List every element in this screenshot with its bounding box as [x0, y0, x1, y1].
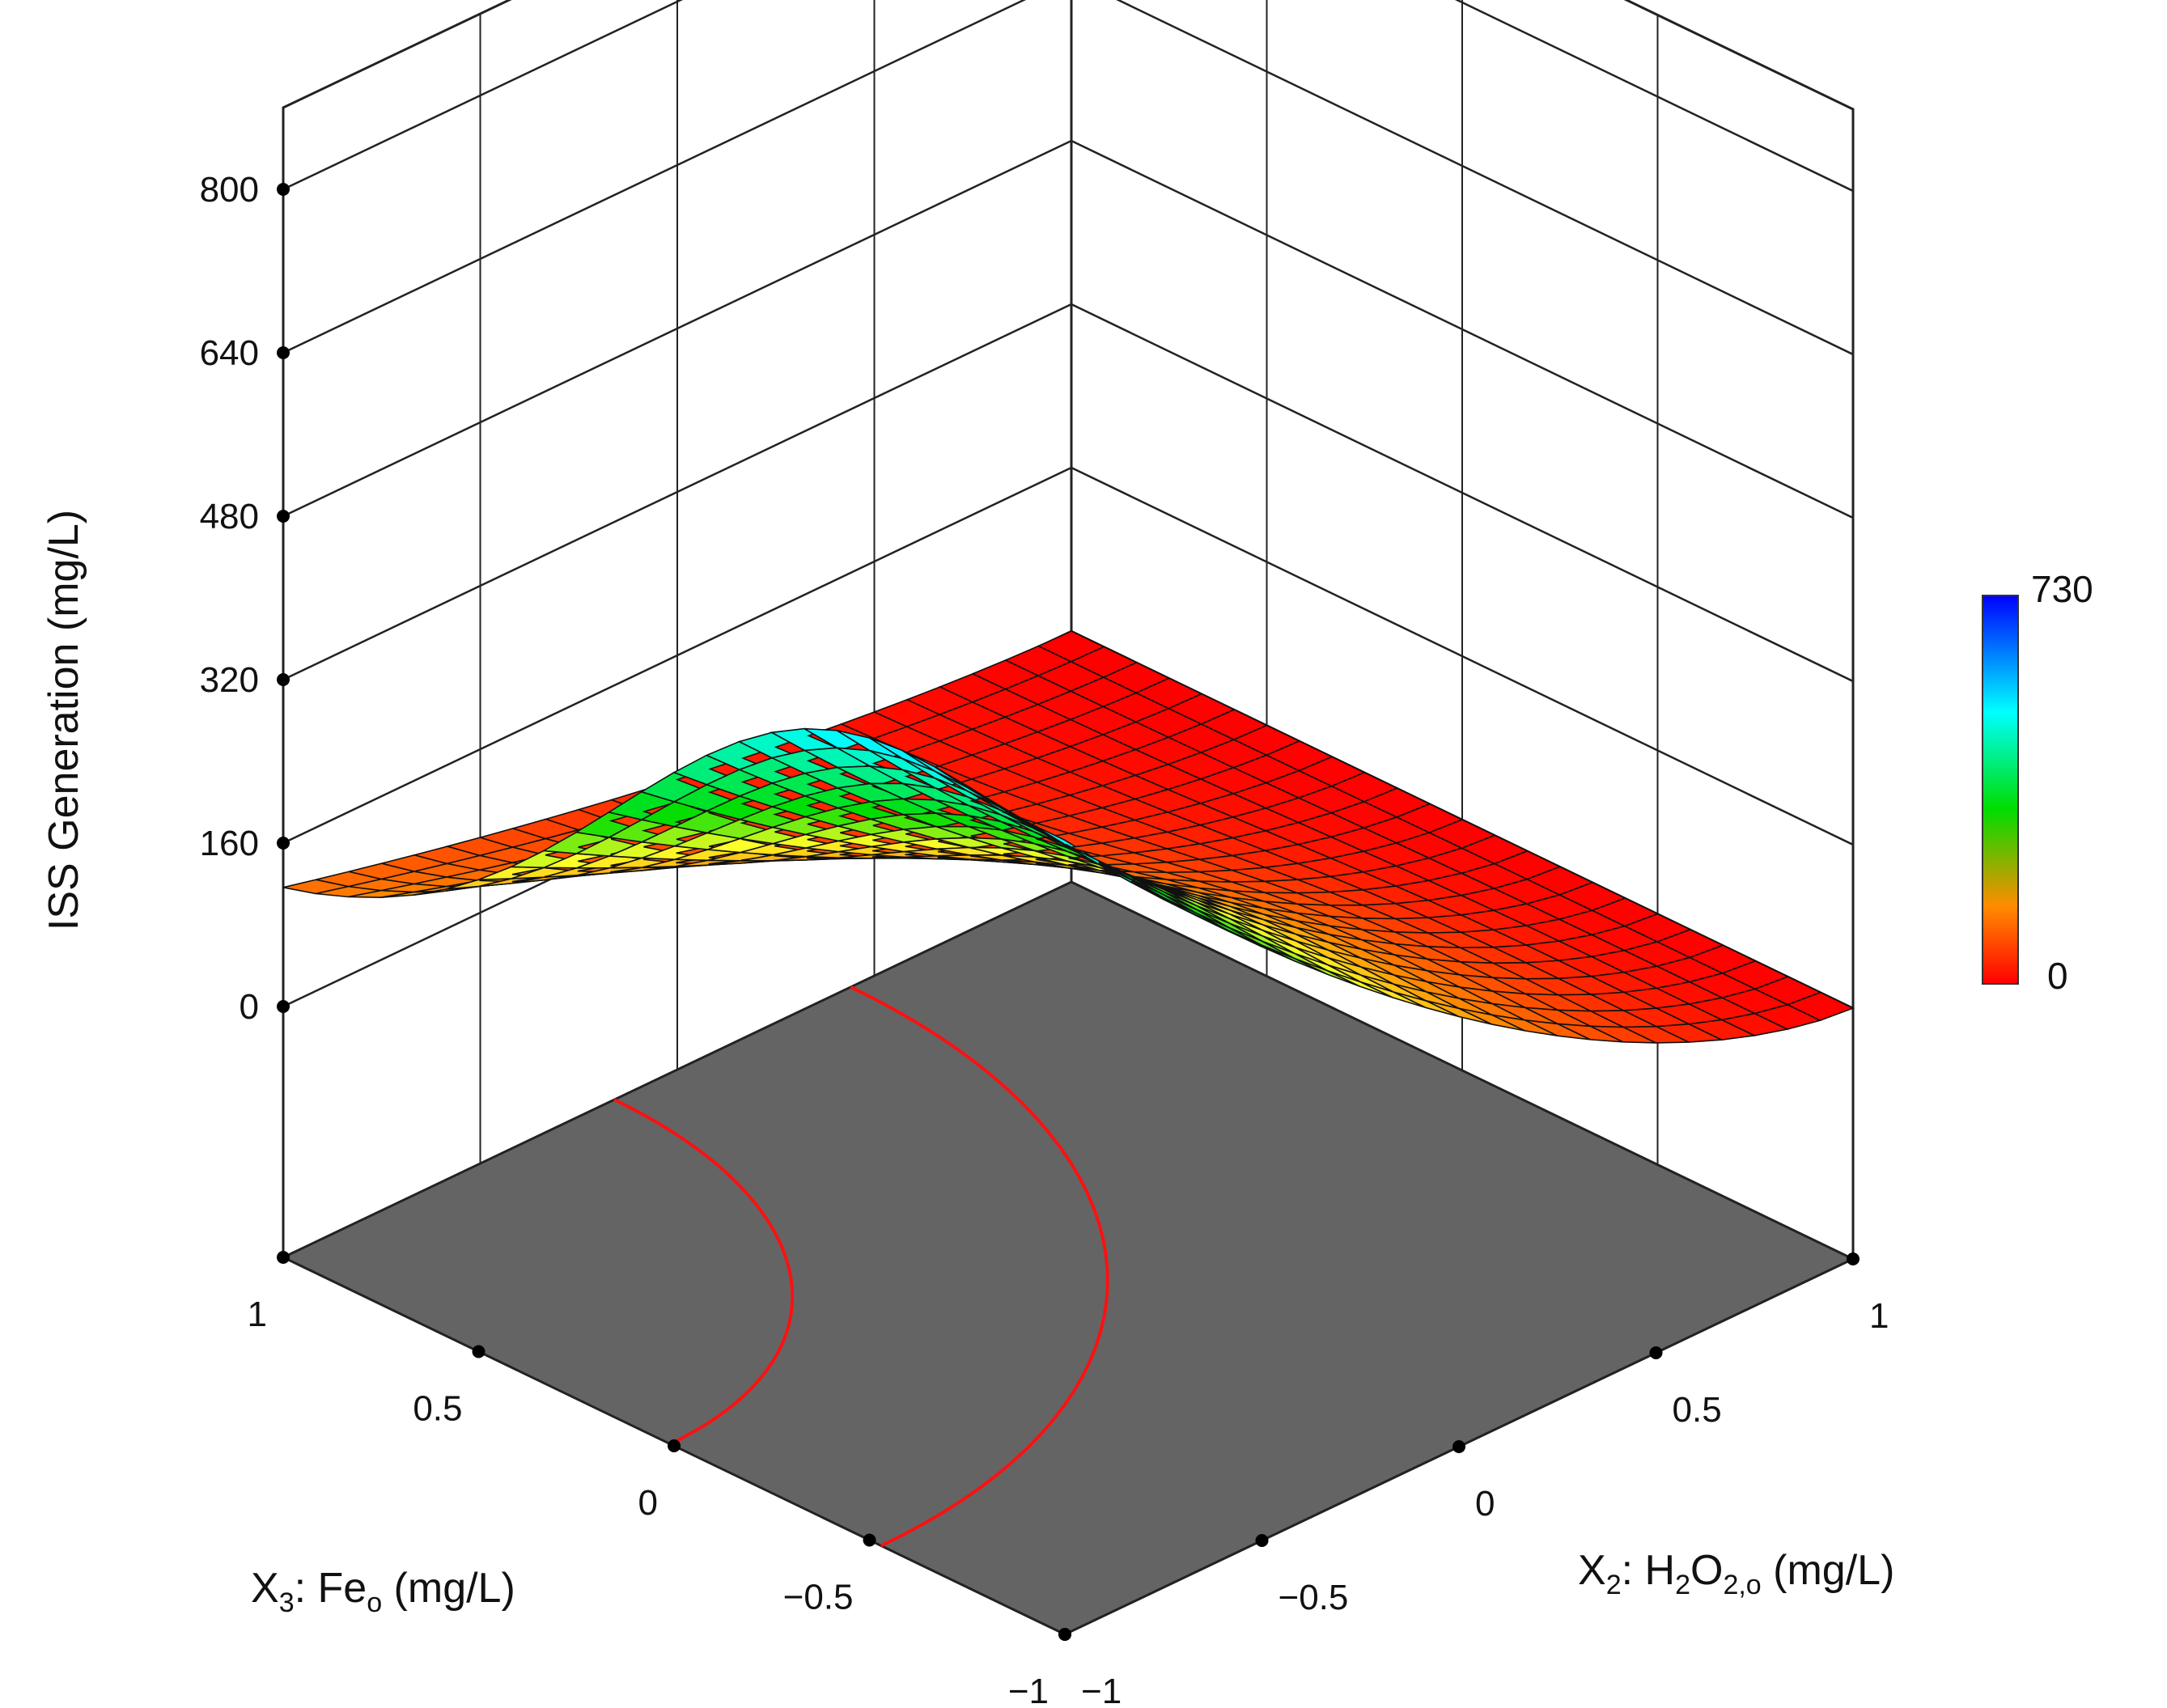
x3-axis-title: X3: Feo (mg/L)	[251, 1565, 515, 1618]
wall-gridline-z	[282, 139, 1854, 519]
z-tick-marker	[277, 837, 290, 850]
x3-tick-marker	[472, 1345, 486, 1358]
floor-contour-line	[613, 1098, 795, 1446]
z-tick-marker	[277, 673, 290, 686]
x3-tick-marker	[668, 1439, 681, 1452]
x3-tick-marker	[277, 1251, 290, 1264]
z-tick-label: 480	[200, 497, 259, 536]
z-tick-label: 320	[200, 660, 259, 700]
x2-tick-label: −1	[1081, 1672, 1122, 1708]
colorbar-gradient	[1982, 595, 2019, 985]
colorbar-max-label: 730	[2031, 568, 2093, 610]
z-tick-marker	[277, 1000, 290, 1013]
x2-tick-marker	[1255, 1534, 1269, 1547]
x3-tick-label: 0.5	[413, 1389, 462, 1429]
x3-tick-label: −1	[1008, 1672, 1049, 1708]
z-tick-label: 800	[200, 170, 259, 210]
colorbar-min-label: 0	[2047, 955, 2068, 997]
z-tick-label: 0	[240, 987, 259, 1027]
wall-gridline-z	[282, 466, 1854, 846]
z-tick-label: 160	[200, 824, 259, 863]
wall-gridline-z	[282, 0, 1854, 193]
wall-outline	[282, 0, 1855, 1259]
colorbar: 730 0	[1982, 568, 2093, 997]
x3-tick-label: 0	[638, 1483, 658, 1523]
floor-contours	[613, 985, 1109, 1548]
x3-tick-label: 1	[248, 1295, 267, 1334]
wall-gridline-z	[282, 303, 1854, 683]
x2-tick-marker	[1058, 1628, 1071, 1641]
z-tick-marker	[277, 510, 290, 523]
x2-tick-label: 0	[1475, 1484, 1495, 1524]
z-tick-marker	[277, 183, 290, 196]
x2-tick-marker	[1649, 1346, 1663, 1359]
surface-cell	[1786, 991, 1855, 1022]
x2-axis-title: X2: H2O2,o (mg/L)	[1578, 1547, 1894, 1600]
z-tick-marker	[277, 346, 290, 359]
x2-tick-marker	[1452, 1440, 1465, 1453]
wall-gridline-z	[282, 0, 1854, 356]
response-surface	[282, 630, 1855, 1044]
x3-tick-marker	[863, 1533, 876, 1547]
x2-tick-label: 1	[1869, 1296, 1889, 1336]
x2-tick-marker	[1847, 1252, 1860, 1265]
axes-group: 0 160 320 480 640 800 1 0.5 0 −0.5 −1 −1 −0.5 0 0.5 1	[200, 170, 1889, 1708]
floor-contour-line	[850, 985, 1109, 1548]
z-axis-title: ISS Generation (mg/L)	[40, 510, 87, 930]
z-tick-label: 640	[200, 333, 259, 373]
x2-tick-label: −0.5	[1279, 1578, 1349, 1617]
x2-tick-label: 0.5	[1673, 1390, 1722, 1430]
x3-tick-label: −0.5	[783, 1578, 854, 1617]
